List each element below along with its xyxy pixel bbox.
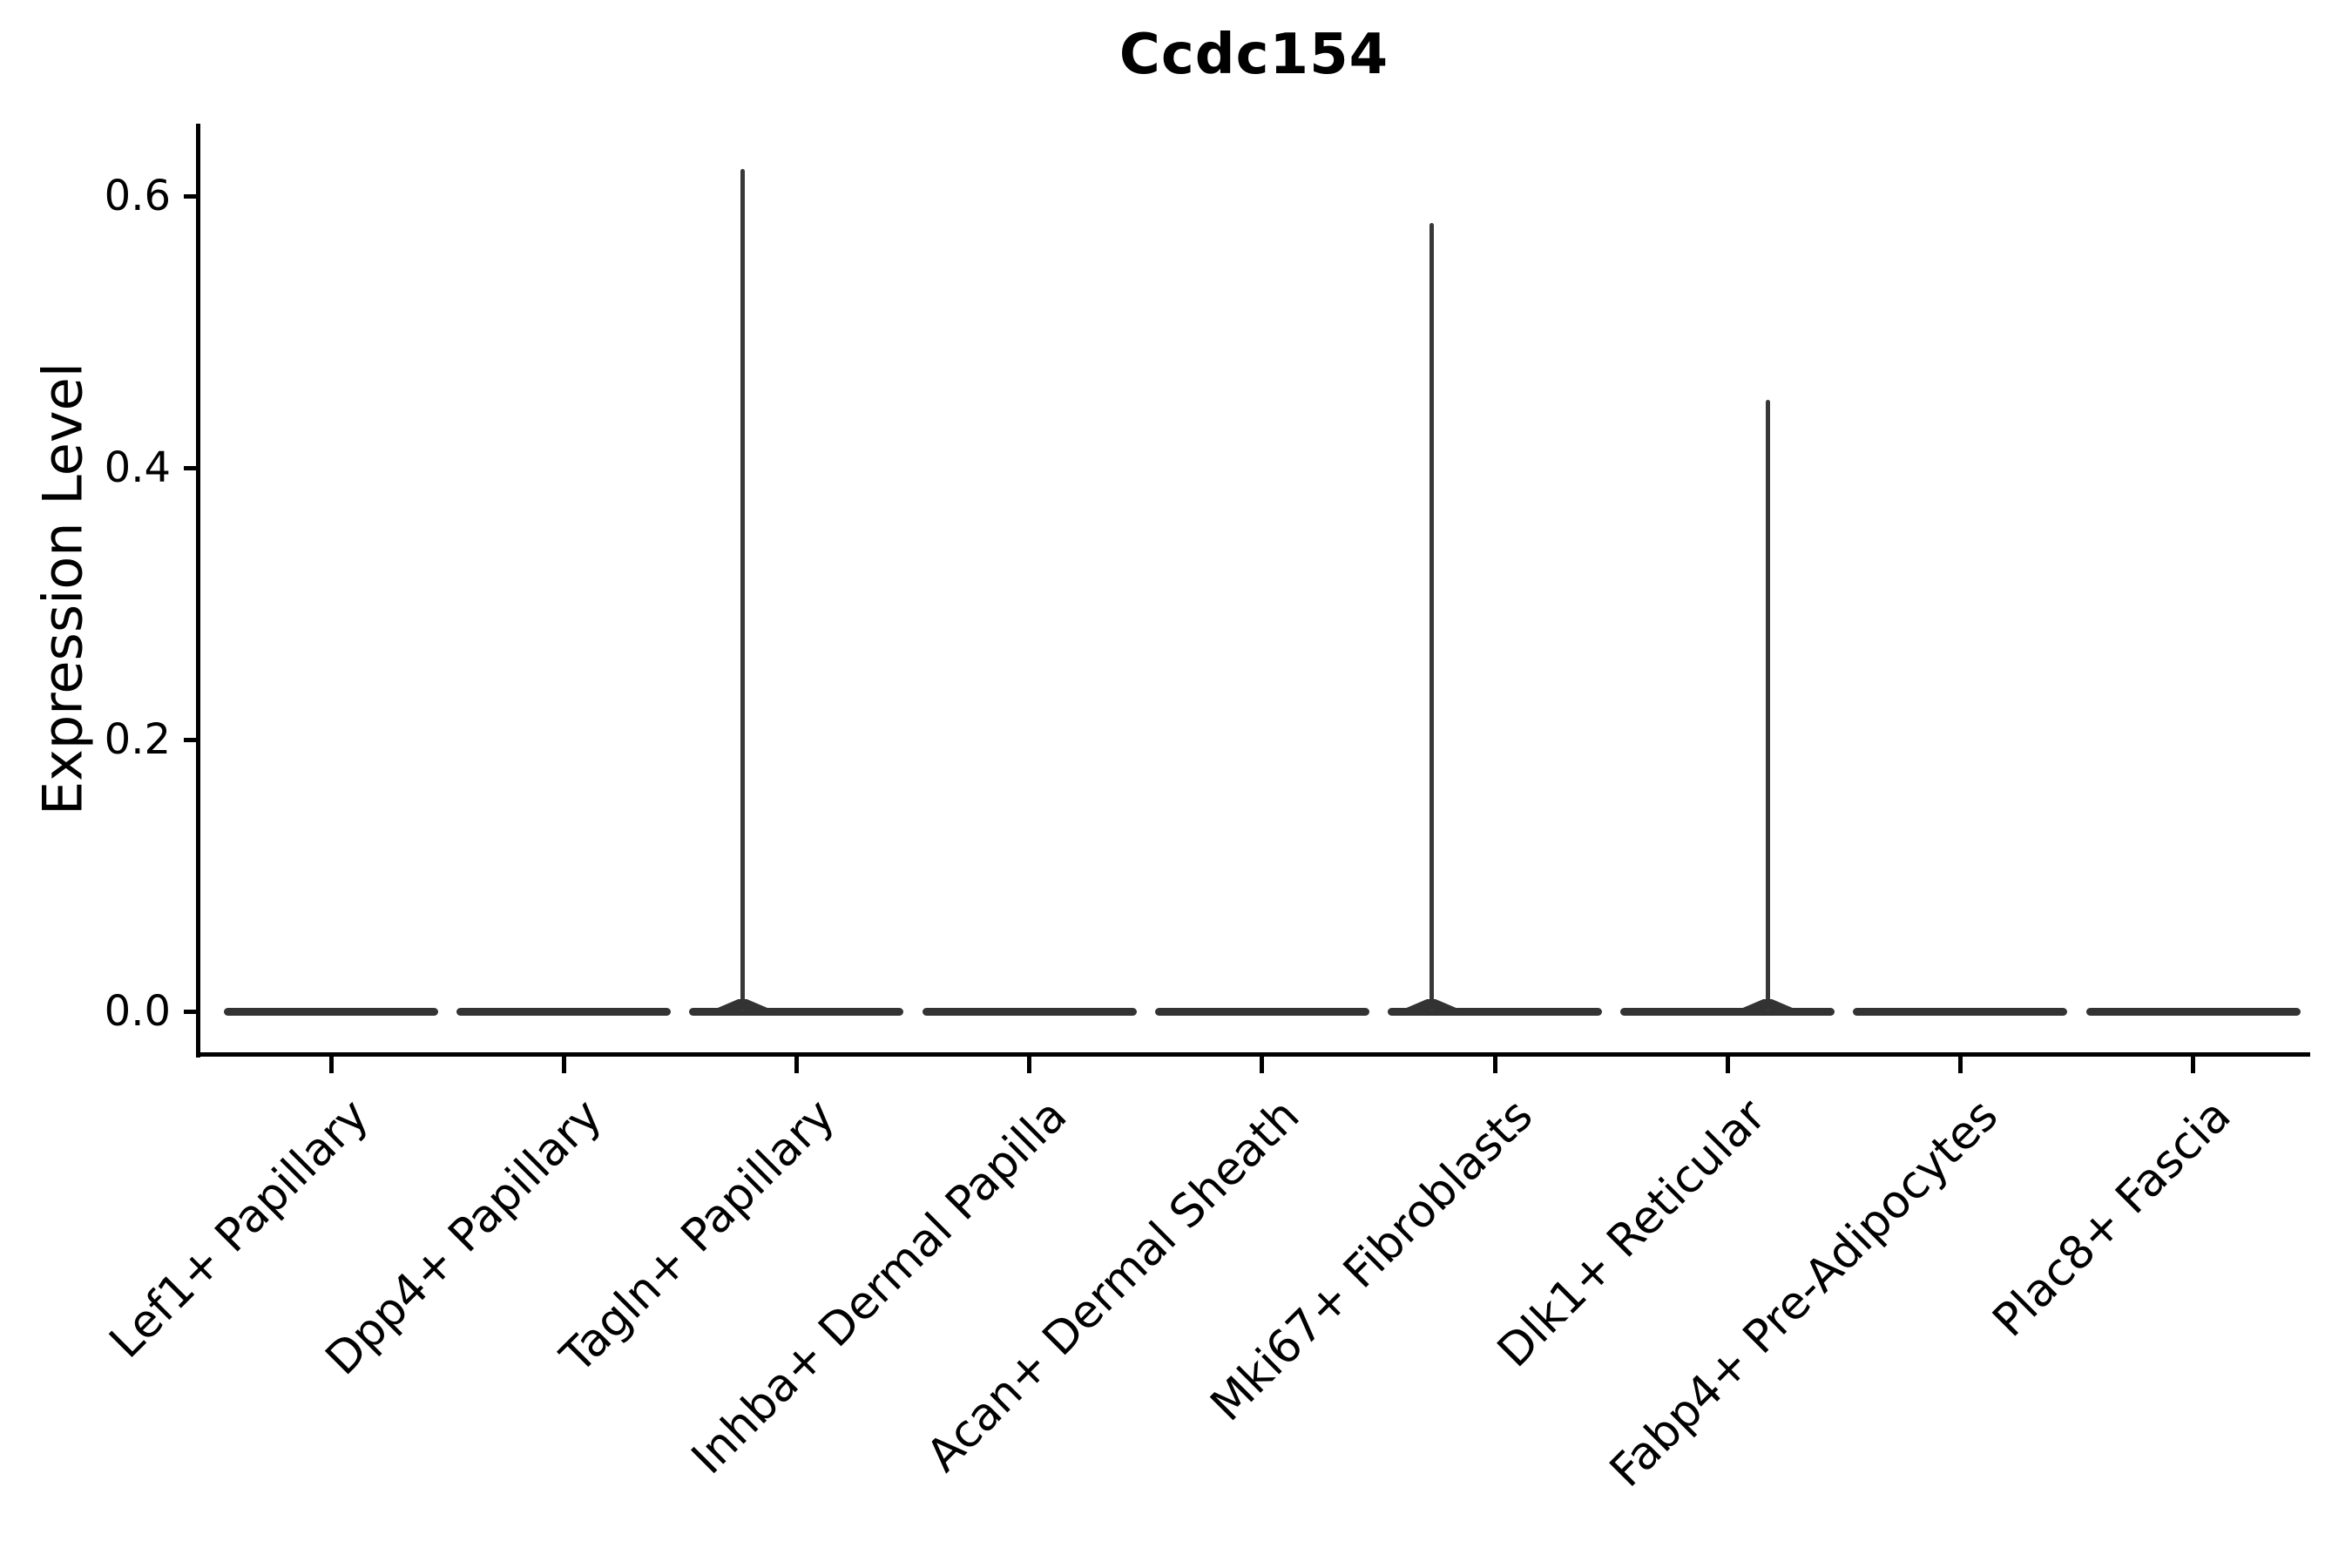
violin-body bbox=[1853, 1007, 2068, 1016]
y-tick bbox=[184, 193, 198, 199]
violin-body bbox=[2085, 1007, 2301, 1016]
y-tick bbox=[184, 1009, 198, 1014]
y-tick-label: 0.4 bbox=[104, 443, 171, 492]
x-tick bbox=[794, 1052, 799, 1073]
y-tick bbox=[184, 737, 198, 742]
violin-body bbox=[689, 1007, 904, 1016]
x-tick bbox=[1725, 1052, 1730, 1073]
violin-spike bbox=[740, 168, 745, 1011]
violin-spike bbox=[1429, 223, 1434, 1011]
y-tick-label: 0.6 bbox=[104, 172, 171, 220]
x-axis-spine bbox=[196, 1052, 2310, 1057]
x-tick bbox=[1957, 1052, 1963, 1073]
x-tick bbox=[2191, 1052, 2196, 1073]
y-tick-label: 0.0 bbox=[104, 987, 171, 1036]
x-category-label: Lef1+ Papillary bbox=[99, 1089, 380, 1369]
x-tick bbox=[1260, 1052, 1265, 1073]
x-tick bbox=[328, 1052, 334, 1073]
violin-body bbox=[1620, 1007, 1835, 1016]
violin-spike-flare bbox=[1403, 998, 1459, 1010]
x-tick bbox=[1492, 1052, 1497, 1073]
violin-body bbox=[224, 1007, 438, 1016]
y-tick-label: 0.2 bbox=[104, 715, 171, 764]
x-category-label: Plac8+ Fascia bbox=[1983, 1089, 2241, 1348]
violin-spike-flare bbox=[714, 998, 771, 1010]
violin-spike-flare bbox=[1740, 998, 1796, 1010]
x-category-label: Fabp4+ Pre-Adipocytes bbox=[1600, 1089, 2009, 1497]
violin-body bbox=[922, 1007, 1137, 1016]
violin-body bbox=[1154, 1007, 1369, 1016]
x-category-label: Acan+ Dermal Sheath bbox=[917, 1089, 1310, 1483]
x-tick bbox=[1027, 1052, 1032, 1073]
y-tick bbox=[184, 465, 198, 470]
violin-body bbox=[456, 1007, 672, 1016]
y-axis-spine bbox=[196, 124, 200, 1058]
violin-spike bbox=[1765, 400, 1770, 1011]
chart-title: Ccdc154 bbox=[1119, 23, 1389, 87]
x-category-label: Inhba+ Dermal Papilla bbox=[682, 1089, 1078, 1485]
violin-body bbox=[1388, 1007, 1602, 1016]
x-tick bbox=[561, 1052, 566, 1073]
